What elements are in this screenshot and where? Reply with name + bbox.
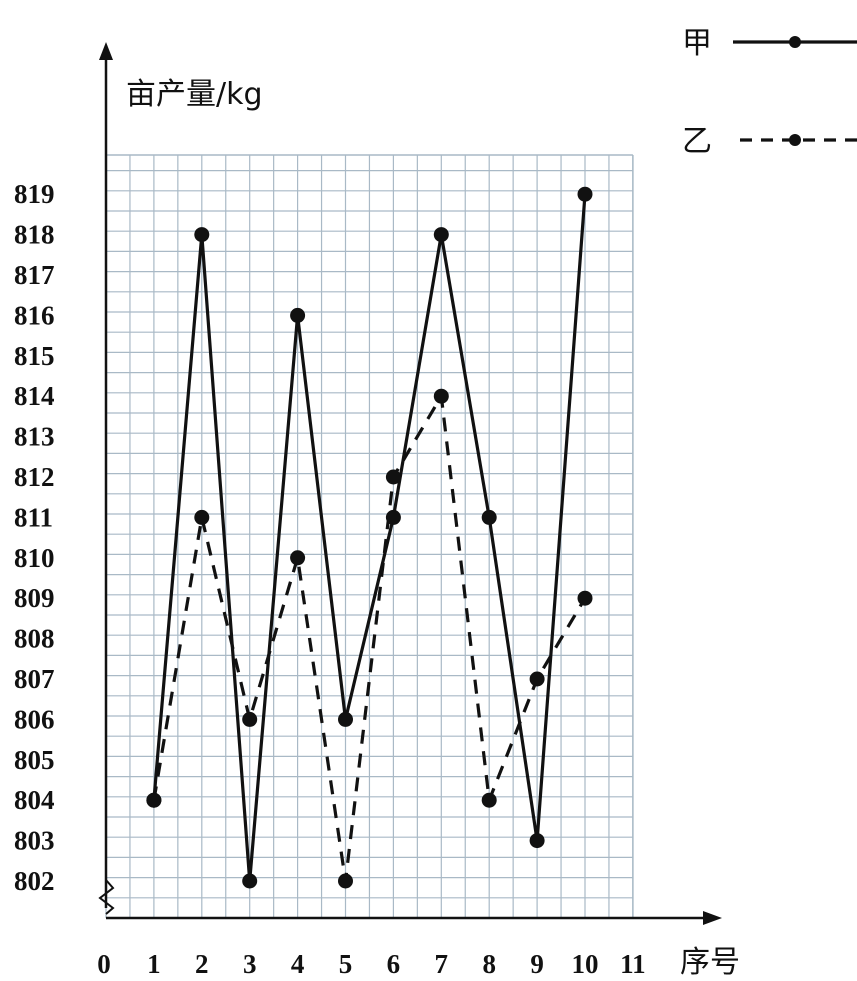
x-tick-label: 10 [572,949,599,979]
data-point-dashed [481,792,497,808]
data-point-dashed [385,469,401,485]
y-tick-label: 810 [14,543,55,573]
data-point-dashed [146,792,162,808]
y-tick-label: 806 [14,704,55,734]
x-axis-arrow [703,911,722,925]
x-tick-label: 2 [195,949,209,979]
data-point-solid [385,509,401,525]
y-tick-label: 817 [14,260,55,290]
x-tick-label: 1 [147,949,161,979]
data-point-solid [529,833,545,849]
x-tick-label: 8 [482,949,496,979]
x-tick-label: 7 [435,949,449,979]
data-point-solid [290,307,306,323]
y-tick-label: 802 [14,866,55,896]
series-line-solid [152,194,587,882]
y-tick-label: 816 [14,300,55,330]
y-tick-label: 805 [14,745,55,775]
x-tick-label: 9 [530,949,544,979]
data-point-dashed [529,671,545,687]
y-tick-label: 815 [14,341,55,371]
legend-marker-solid [789,36,801,48]
data-point-solid [194,227,210,243]
data-point-solid [242,873,258,889]
y-tick-label: 804 [14,785,55,815]
y-axis-break-mark [98,879,115,915]
y-tick-label: 814 [14,381,55,411]
x-axis-title: 序号 [680,945,740,980]
x-tick-label: 5 [339,949,353,979]
data-point-solid [481,509,497,525]
data-point-dashed [433,388,449,404]
x-tick-label: 6 [387,949,401,979]
y-tick-label: 808 [14,624,55,654]
y-tick-label: 813 [14,422,55,452]
x-tick-label: 4 [291,949,305,979]
data-point-dashed [194,509,210,525]
data-point-solid [577,186,593,202]
x-tick-label: 11 [620,949,646,979]
legend-label: 乙 [682,124,712,159]
legend-marker-dashed [789,134,801,146]
y-axis-title: 亩产量/kg [126,77,263,112]
series-layer [146,186,593,889]
legend-label: 甲 [682,26,712,61]
chart-grid [105,154,634,919]
y-axis-arrow [99,42,113,60]
data-point-dashed [290,550,306,566]
chart-axes [98,42,722,925]
y-tick-label: 812 [14,462,55,492]
y-tick-label: 819 [14,179,55,209]
y-tick-label: 809 [14,583,55,613]
data-point-dashed [242,711,258,727]
data-point-dashed [338,873,353,889]
x-tick-labels: 1 2 3 4 5 6 7 8 9 10 11 [147,949,646,979]
data-point-solid [433,227,449,243]
data-point-solid [338,711,353,727]
x-tick-label: 3 [243,949,257,979]
y-tick-label: 811 [14,502,53,532]
data-point-dashed [577,590,593,606]
series-line-dashed [152,391,587,882]
origin-label: 0 [97,949,111,979]
legend: 甲乙 [682,26,857,159]
y-tick-label: 807 [14,664,55,694]
y-tick-labels: 802 803 804 805 806 807 808 809 810 811 812 813 814 8… [14,179,55,896]
y-tick-label: 803 [14,826,55,856]
y-tick-label: 818 [14,220,55,250]
